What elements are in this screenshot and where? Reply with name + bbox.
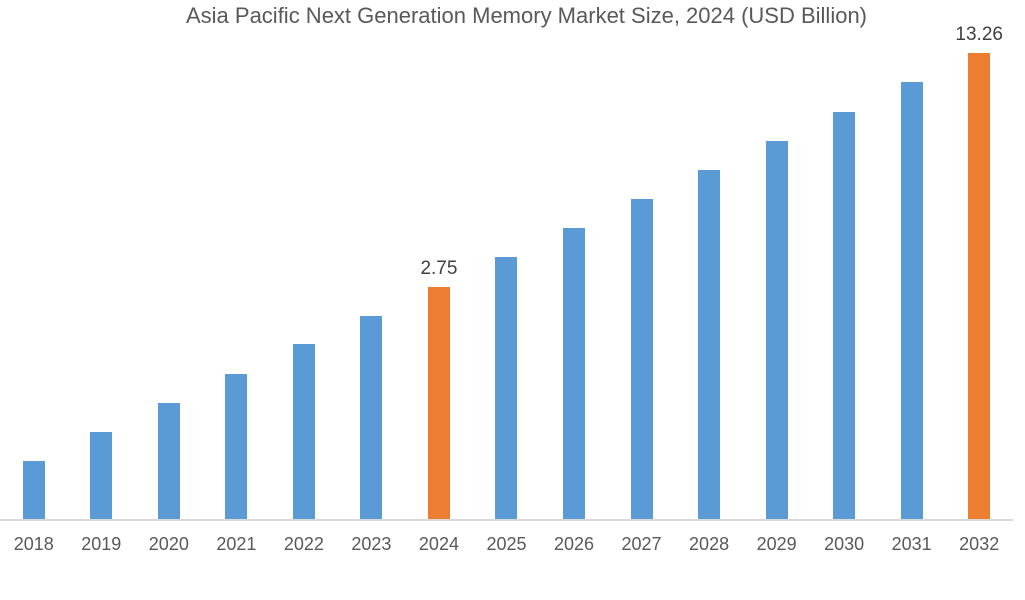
x-axis-labels: 2018 2019 2020 2021 2022 2023 2024 2025 2026 2027… — [0, 531, 1013, 557]
bar-column-2018 — [0, 0, 68, 519]
bar-2022 — [292, 344, 315, 519]
x-axis-label-2029: 2029 — [756, 534, 797, 554]
data-label-2024: 2.75 — [420, 258, 458, 279]
x-axis-label-2030: 2030 — [824, 534, 865, 554]
x-axis-label-2021: 2021 — [216, 534, 257, 554]
plot-area: 2.75 13.26 — [0, 0, 1013, 519]
bar-column-2021 — [203, 0, 271, 519]
bar-2018 — [22, 461, 45, 519]
bar-2019 — [90, 432, 113, 519]
x-axis-label-2024: 2024 — [418, 534, 459, 554]
bar-column-2029 — [743, 0, 811, 519]
x-axis-label-2019: 2019 — [81, 534, 122, 554]
bar-2020 — [157, 403, 180, 519]
bar-2025 — [495, 257, 518, 519]
bar-column-2032: 13.26 — [945, 0, 1013, 519]
x-axis-label-2025: 2025 — [486, 534, 527, 554]
bar-2030 — [833, 112, 856, 519]
chart-title: Asia Pacific Next Generation Memory Mark… — [185, 3, 868, 28]
bar-column-2026 — [540, 0, 608, 519]
bar-column-2022 — [270, 0, 338, 519]
x-axis-label-2018: 2018 — [13, 534, 54, 554]
x-axis-line — [0, 519, 1013, 521]
bar-column-2023 — [338, 0, 406, 519]
bar-column-2028 — [675, 0, 743, 519]
bar-2029 — [765, 141, 788, 519]
bar-2028 — [698, 170, 721, 519]
bar-2027 — [630, 199, 653, 519]
bar-column-2024: 2.75 — [405, 0, 473, 519]
bar-column-2025 — [473, 0, 541, 519]
bar-column-2019 — [68, 0, 136, 519]
x-axis-label-2031: 2031 — [891, 534, 932, 554]
x-axis-label-2020: 2020 — [148, 534, 189, 554]
bar-column-2020 — [135, 0, 203, 519]
bar-2021 — [225, 374, 248, 519]
x-axis-label-2022: 2022 — [283, 534, 324, 554]
bar-2031 — [900, 82, 923, 519]
bar-column-2030 — [810, 0, 878, 519]
bar-2032 — [968, 53, 991, 519]
x-axis-label-2026: 2026 — [553, 534, 595, 554]
x-axis-label-2032: 2032 — [959, 534, 1000, 554]
data-label-2032: 13.26 — [955, 24, 1003, 45]
bar-column-2031 — [878, 0, 946, 519]
x-axis-label-2028: 2028 — [689, 534, 730, 554]
bar-2023 — [360, 316, 383, 519]
x-axis-label-2027: 2027 — [621, 534, 662, 554]
bar-column-2027 — [608, 0, 676, 519]
bar-2024 — [427, 287, 450, 519]
x-axis-label-2023: 2023 — [351, 534, 392, 554]
bar-2026 — [563, 228, 586, 519]
